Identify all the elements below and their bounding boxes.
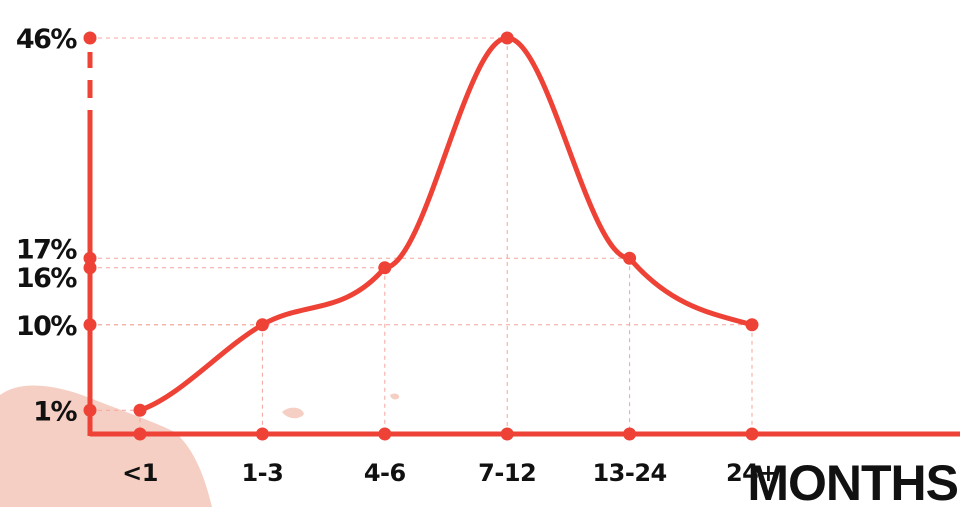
x-tick-label: 24+ xyxy=(726,459,778,487)
data-point xyxy=(378,261,392,275)
y-tick-marker xyxy=(83,318,97,332)
x-tick-label: 13-24 xyxy=(592,459,666,487)
y-tick-label: 10% xyxy=(16,311,78,342)
x-tick-marker xyxy=(623,427,637,441)
x-tick-marker xyxy=(133,427,147,441)
x-tick-marker xyxy=(500,427,514,441)
data-point xyxy=(623,251,637,265)
markers xyxy=(83,31,759,441)
y-tick-marker xyxy=(83,251,97,265)
x-unit-label: MONTHS xyxy=(747,455,958,507)
x-tick-marker xyxy=(745,427,759,441)
y-tick-label: 16% xyxy=(16,263,78,294)
data-point xyxy=(255,318,269,332)
data-point xyxy=(133,403,147,417)
x-tick-marker xyxy=(378,427,392,441)
x-tick-marker xyxy=(255,427,269,441)
background-splash xyxy=(0,385,400,507)
guide-lines xyxy=(90,37,753,434)
y-tick-label: 17% xyxy=(16,234,78,265)
y-tick-marker xyxy=(83,403,97,417)
x-tick-label: 4-6 xyxy=(364,459,406,487)
y-tick-marker xyxy=(83,31,97,45)
data-point xyxy=(500,31,514,45)
x-tick-label: 1-3 xyxy=(241,459,283,487)
y-tick-label: 46% xyxy=(16,24,78,55)
data-point xyxy=(745,318,759,332)
x-tick-label: <1 xyxy=(122,459,158,487)
axes xyxy=(87,38,960,437)
series-line xyxy=(137,35,755,413)
x-tick-label: 7-12 xyxy=(478,459,536,487)
y-tick-marker xyxy=(83,261,97,275)
y-tick-label: 1% xyxy=(33,396,77,427)
tick-labels: <1 1-3 4-6 7-12 13-24 24+ 1% 10% 16%17% 46% xyxy=(16,24,779,487)
